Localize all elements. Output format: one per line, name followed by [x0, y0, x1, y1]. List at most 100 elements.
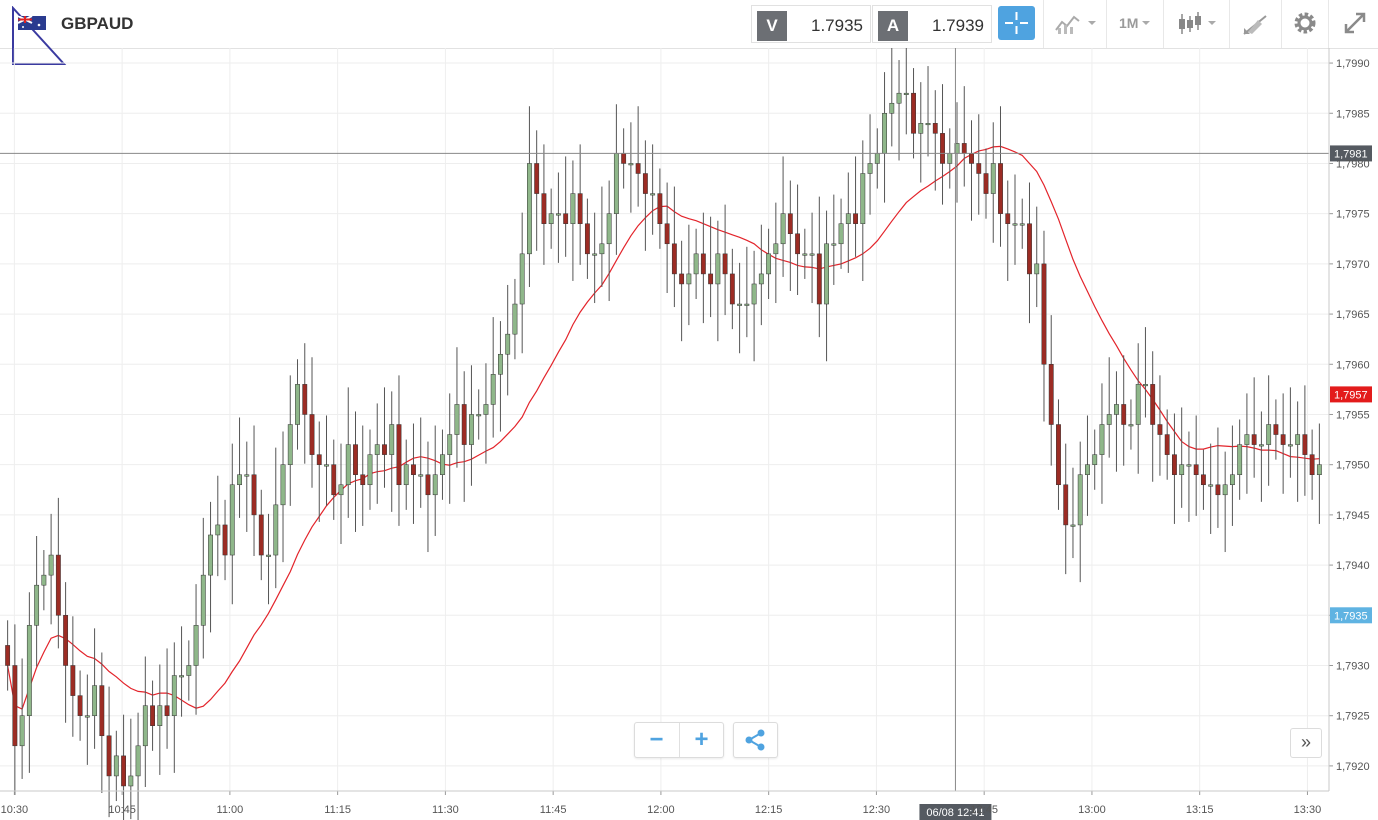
chart-type-button[interactable] [1172, 6, 1224, 40]
candle-bear [63, 615, 69, 666]
ask-value: 1.7939 [932, 16, 984, 35]
axes-layer: 1,7990 1,7985 1,7980 1,7975 1,7970 1,7965 1,79… [0, 48, 1372, 816]
candle-bear [1200, 474, 1206, 486]
zoom-in-button[interactable]: + [694, 726, 709, 753]
x-tick-label: 13:00 [1078, 804, 1106, 816]
ask-quote-button[interactable]: A 1.7939 [872, 5, 992, 43]
expand-icon [1344, 12, 1366, 34]
bid-tag: V [757, 11, 787, 41]
candle-bear [5, 645, 11, 666]
candle-bull [84, 715, 90, 718]
candle-bear [998, 163, 1003, 214]
crosshair-price-badge [1330, 145, 1372, 162]
candle-bull [157, 705, 163, 726]
zoom-out-button[interactable]: − [649, 726, 664, 753]
y-tick-label: 1,7920 [1336, 761, 1370, 773]
bid-quote-button[interactable]: V 1.7935 [751, 5, 871, 43]
moving-average-price-label: 1,7957 [1334, 389, 1368, 401]
candle-bull [570, 193, 576, 224]
candle-bear [541, 193, 547, 224]
candle-bull [432, 474, 438, 496]
candle-bull [1070, 524, 1076, 527]
candle-bull [592, 253, 598, 256]
y-tick-label: 1,7985 [1336, 108, 1370, 120]
candle-bull [273, 504, 279, 556]
crosshair-button[interactable] [998, 6, 1035, 40]
candle-bear [1251, 434, 1257, 445]
candle-bear [722, 253, 728, 275]
candle-bull [171, 675, 177, 716]
toolbar-separator [1328, 0, 1329, 48]
x-tick-label: 11:15 [324, 804, 351, 816]
candle-bear [911, 92, 916, 134]
chart-grid [0, 48, 1329, 791]
candle-bull [947, 153, 953, 164]
candle-bear [1027, 223, 1032, 275]
toolbar-separator [1106, 0, 1107, 48]
candle-bear [1309, 454, 1315, 475]
candle-bull [802, 253, 808, 256]
crosshair-time-label: 06/08 12:41 [926, 807, 984, 819]
drawing-tools-button[interactable] [1236, 6, 1274, 40]
candle-bear [976, 163, 982, 174]
candle-bull [128, 775, 134, 787]
toolbar-separator [1281, 0, 1282, 48]
bid-price-badge [1330, 607, 1372, 624]
candle-bull [498, 353, 503, 375]
share-button[interactable] [733, 722, 778, 758]
candle-bear [969, 153, 974, 164]
drawing-tools-icon [1243, 15, 1267, 35]
gear-icon [1294, 12, 1316, 34]
candle-bull [744, 303, 750, 306]
candle-bull [403, 464, 409, 486]
candle-bull [287, 424, 293, 465]
candle-bull [1128, 424, 1134, 427]
candle-bull [809, 253, 815, 256]
candle-bear [382, 444, 387, 455]
candle-bear [621, 153, 627, 164]
candle-bull [1258, 444, 1264, 447]
candle-bull [845, 213, 851, 224]
candle-bull [92, 685, 98, 716]
moving-average-layer [7, 145, 1320, 710]
candle-bull [179, 675, 184, 678]
candle-bull [1077, 474, 1083, 526]
timeframe-select[interactable]: 1M [1112, 6, 1158, 40]
candle-bear [1215, 484, 1221, 496]
candle-bull [606, 213, 612, 245]
candle-bear [1172, 454, 1177, 475]
candle-bull [1012, 223, 1018, 226]
candle-bull [1237, 444, 1243, 475]
candle-bull [1295, 434, 1301, 445]
candle-bear [642, 173, 648, 194]
candle-bull [1034, 263, 1040, 275]
candle-bull [389, 424, 395, 455]
timeframe-label: 1M [1119, 15, 1139, 31]
candle-bear [106, 735, 112, 777]
candle-bull [751, 283, 757, 305]
candle-bull [990, 163, 996, 194]
indicators-button[interactable] [1052, 6, 1102, 40]
scroll-to-latest-button[interactable]: » [1290, 728, 1322, 758]
candle-bull [483, 404, 489, 415]
candle-bear [708, 273, 714, 285]
drawing-triangle-icon [12, 6, 67, 65]
candle-bull [613, 153, 619, 214]
candle-bear [1302, 434, 1308, 455]
x-tick-label: 11:30 [432, 804, 459, 816]
candle-bear [12, 665, 18, 747]
candle-bull [345, 444, 351, 486]
candle-bull [925, 123, 931, 126]
candle-bull [867, 163, 873, 174]
candle-bull [1085, 464, 1090, 475]
expand-button[interactable] [1338, 6, 1372, 40]
candle-bull [34, 584, 40, 626]
settings-button[interactable] [1288, 6, 1322, 40]
candle-bull [1135, 384, 1141, 425]
x-tick-label: 11:00 [217, 804, 244, 816]
candle-bull [418, 474, 424, 477]
candle-bear [635, 163, 641, 174]
candle-bear [99, 685, 105, 737]
candle-bear [353, 444, 358, 475]
